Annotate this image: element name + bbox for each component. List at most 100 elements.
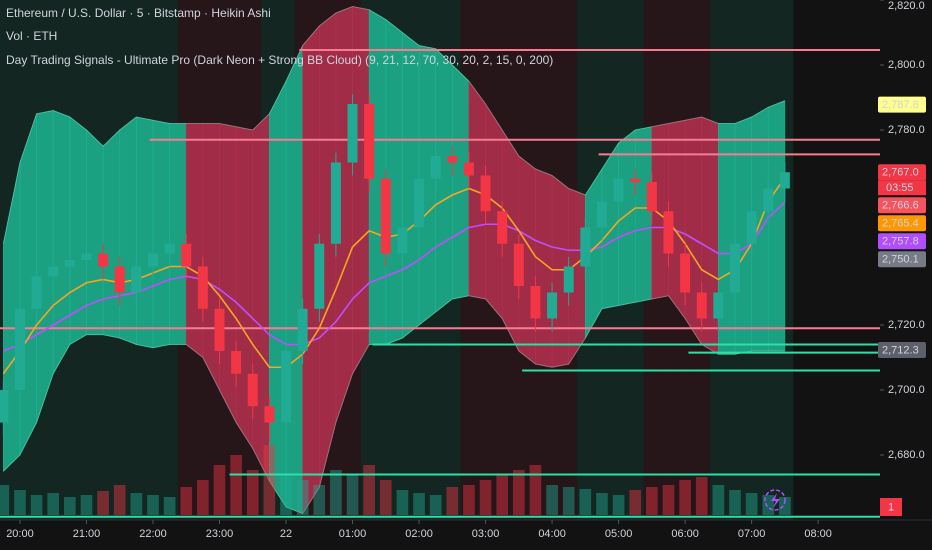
y-tick-label: 2,800.0 bbox=[888, 59, 925, 71]
volume-bar bbox=[97, 491, 109, 515]
volume-bar bbox=[113, 485, 126, 515]
x-tick-label: 21:00 bbox=[73, 528, 101, 540]
band-cloud bbox=[718, 123, 736, 355]
replay-icon-bolt bbox=[771, 493, 780, 508]
candle-body bbox=[746, 211, 757, 244]
volume-bar bbox=[130, 493, 143, 515]
candle-body bbox=[347, 104, 358, 163]
candle-body bbox=[164, 243, 175, 254]
price-tag bbox=[878, 233, 926, 250]
volume-bar bbox=[513, 470, 525, 515]
volume-bar bbox=[64, 497, 76, 515]
candle-body bbox=[181, 243, 192, 267]
volume-bar bbox=[429, 495, 442, 515]
volume-bar bbox=[263, 445, 276, 515]
price-tag-label: 2,765.4 bbox=[882, 218, 919, 230]
volume-bar bbox=[280, 475, 292, 515]
band-cloud bbox=[102, 129, 121, 339]
volume-bar bbox=[197, 480, 209, 515]
volume-bar bbox=[413, 493, 425, 515]
price-tag-label: 2,787.8 bbox=[882, 99, 919, 111]
candle-body bbox=[730, 243, 740, 293]
y-tick-label: 2,720.0 bbox=[888, 319, 925, 331]
volume-bar bbox=[147, 495, 159, 515]
candle-body bbox=[497, 211, 508, 244]
x-tick-label: 03:00 bbox=[472, 528, 500, 540]
volume-bar bbox=[180, 487, 193, 515]
x-tick-label: 01:00 bbox=[339, 528, 367, 540]
candle-body bbox=[314, 243, 325, 309]
volume-bar bbox=[612, 495, 625, 515]
volume-bar bbox=[396, 490, 409, 515]
volume-bar bbox=[80, 495, 93, 515]
candle-body bbox=[380, 178, 391, 254]
candle-body bbox=[247, 373, 258, 407]
volume-bar bbox=[363, 465, 375, 515]
candle-body bbox=[563, 266, 574, 293]
price-tag bbox=[878, 164, 926, 181]
time-axis bbox=[0, 520, 932, 550]
candle-body bbox=[48, 266, 59, 277]
volume-bar bbox=[0, 485, 10, 515]
band-cloud bbox=[119, 116, 137, 345]
x-tick-label: 05:00 bbox=[605, 528, 633, 540]
x-tick-label: 20:00 bbox=[6, 528, 34, 540]
volume-bar bbox=[230, 455, 242, 515]
price-tag bbox=[878, 96, 926, 113]
volume-bar bbox=[446, 487, 459, 515]
candle-body bbox=[430, 156, 441, 179]
candle-body bbox=[414, 178, 425, 228]
candle-body bbox=[480, 175, 491, 212]
x-tick-label: 07:00 bbox=[738, 528, 766, 540]
x-tick-label: 22:00 bbox=[139, 528, 167, 540]
candle-body bbox=[513, 243, 524, 286]
band-cloud bbox=[152, 119, 170, 349]
volume-bar bbox=[679, 480, 691, 515]
moving-average bbox=[3, 201, 786, 352]
candle-body bbox=[630, 178, 641, 182]
volume-bar bbox=[379, 480, 392, 515]
price-tag bbox=[878, 215, 926, 232]
price-tag bbox=[878, 342, 926, 359]
volume-bar bbox=[562, 487, 575, 515]
y-tick-label: 2,680.0 bbox=[888, 449, 925, 461]
candle-body bbox=[779, 172, 790, 189]
band-cloud bbox=[185, 123, 204, 359]
x-tick-label: 22 bbox=[280, 528, 292, 540]
candle-body bbox=[214, 308, 225, 351]
y-tick-label: 2,780.0 bbox=[888, 124, 925, 136]
price-tag-label: 2,767.0 bbox=[882, 167, 919, 179]
volume-bar bbox=[712, 485, 725, 515]
candle-body bbox=[463, 162, 474, 176]
band-cloud bbox=[52, 110, 71, 375]
candle-body bbox=[31, 276, 42, 309]
price-tag-label: 2,757.8 bbox=[882, 236, 919, 248]
candle-body bbox=[231, 351, 242, 374]
x-tick-label: 06:00 bbox=[671, 528, 699, 540]
candle-body bbox=[98, 253, 109, 267]
band-cloud bbox=[169, 123, 187, 345]
band-cloud bbox=[285, 45, 303, 514]
volume-bar bbox=[246, 470, 259, 515]
band-cloud bbox=[252, 113, 270, 482]
x-tick-label: 23:00 bbox=[206, 528, 234, 540]
candle-body bbox=[580, 227, 591, 267]
volume-bar bbox=[729, 490, 741, 515]
candle-body bbox=[14, 308, 25, 390]
volume-bar bbox=[779, 497, 791, 515]
countdown: 03:55 bbox=[886, 182, 914, 194]
candle-body bbox=[680, 253, 691, 293]
volume-bar bbox=[695, 477, 708, 515]
volume-bar bbox=[213, 465, 226, 515]
alert-count: 1 bbox=[888, 501, 894, 513]
candle-body bbox=[397, 227, 408, 254]
x-tick-label: 04:00 bbox=[538, 528, 566, 540]
countdown-tag bbox=[878, 180, 926, 196]
candle-body bbox=[330, 162, 341, 244]
candle-body bbox=[547, 292, 558, 319]
band-cloud bbox=[269, 81, 287, 509]
price-tag-label: 2,766.6 bbox=[882, 200, 919, 212]
band-edge bbox=[2, 5, 786, 244]
x-tick-label: 02:00 bbox=[405, 528, 433, 540]
